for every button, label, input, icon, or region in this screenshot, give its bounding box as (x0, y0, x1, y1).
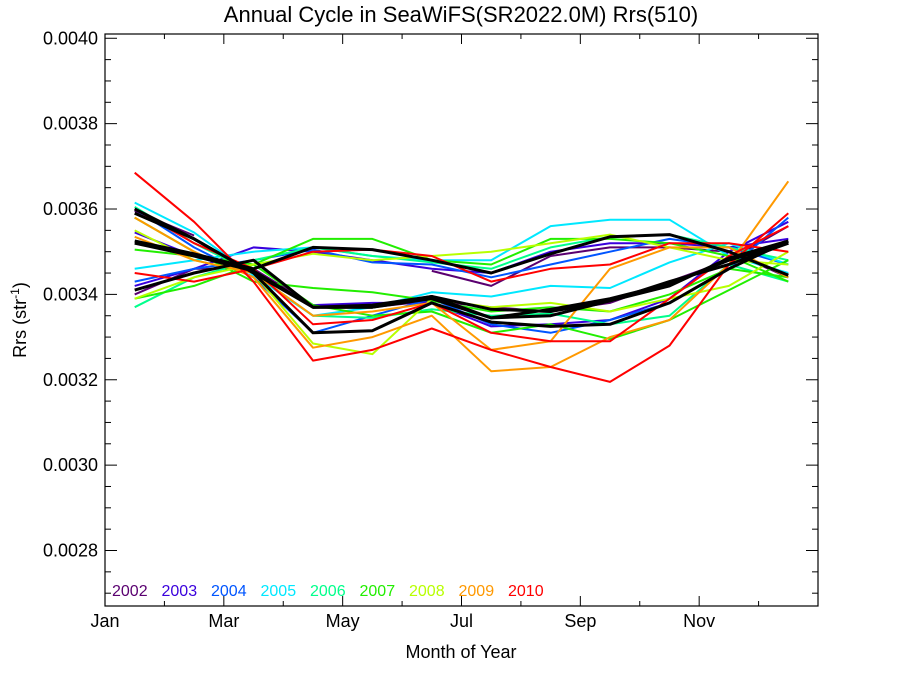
series-line-7 (134, 218, 789, 274)
x-tick-label: Nov (683, 611, 715, 631)
series-line-19 (134, 208, 789, 283)
legend-entry-2002: 2002 (112, 583, 148, 600)
y-axis-label-main: Rrs (str (10, 299, 30, 358)
legend-entry-2007: 2007 (360, 583, 396, 600)
tick-label-layer: Jan Mar May Jul Sep Nov 0.0028 0.0030 0.0032 0.00… (43, 28, 715, 631)
x-axis-label: Month of Year (405, 642, 516, 662)
y-tick-label: 0.0028 (43, 541, 98, 561)
y-tick-label: 0.0040 (43, 28, 98, 48)
series-layer (134, 171, 790, 383)
y-tick-label: 0.0034 (43, 284, 98, 304)
y-tick-label: 0.0036 (43, 199, 98, 219)
legend-entry-2006: 2006 (310, 583, 346, 600)
y-tick-label: 0.0038 (43, 114, 98, 134)
legend: 2002 2003 2004 2005 2006 2007 2008 2009 2010 (112, 583, 544, 600)
tick-layer (104, 34, 819, 606)
legend-entry-2009: 2009 (459, 583, 495, 600)
x-tick-label: Jan (90, 611, 119, 631)
y-tick-label: 0.0032 (43, 370, 98, 390)
y-axis-label: Rrs (str-1) (8, 282, 30, 358)
chart-title: Annual Cycle in SeaWiFS(SR2022.0M) Rrs(5… (224, 2, 698, 27)
y-axis-label-superscript: -1 (8, 288, 22, 299)
x-tick-label: Jul (450, 611, 473, 631)
legend-entry-2005: 2005 (261, 583, 297, 600)
x-tick-label: May (326, 611, 360, 631)
series-line-24 (134, 239, 789, 320)
series-line-18 (134, 225, 789, 343)
legend-entry-2003: 2003 (162, 583, 198, 600)
y-axis-label-tail: ) (10, 282, 30, 288)
x-tick-label: Mar (208, 611, 239, 631)
y-tick-label: 0.0030 (43, 455, 98, 475)
legend-entry-2004: 2004 (211, 583, 247, 600)
legend-entry-2010: 2010 (508, 583, 544, 600)
legend-entry-2008: 2008 (409, 583, 445, 600)
x-tick-label: Sep (564, 611, 596, 631)
